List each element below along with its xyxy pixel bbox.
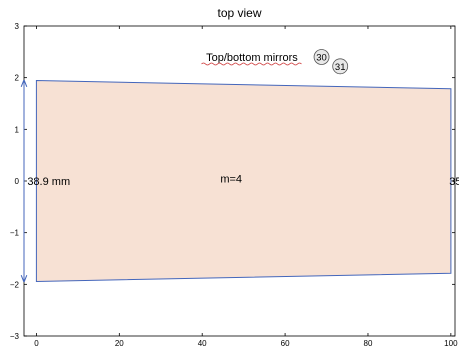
y-tick-label: −3 (10, 332, 20, 341)
y-tick-label: 2 (15, 74, 20, 83)
x-tick-label: 60 (281, 339, 290, 347)
x-tick-label: 40 (198, 339, 207, 347)
y-tick-label: 0 (15, 177, 20, 186)
numbered-badge-label: 31 (335, 62, 346, 73)
spellcheck-underline (201, 62, 302, 66)
numbered-badge (313, 49, 330, 65)
x-tick-label: 100 (444, 339, 458, 347)
y-tick-label: −2 (10, 280, 20, 289)
chart-title: top view (217, 6, 261, 20)
mirror-label: m=4 (220, 173, 242, 185)
dimension-label: 38.9 mm (27, 176, 70, 188)
x-tick-label: 0 (34, 339, 39, 347)
mirror-trapezoid (35, 79, 452, 283)
x-tick-label: 80 (364, 339, 373, 347)
x-tick-label: 20 (115, 339, 124, 347)
y-tick-label: −1 (10, 229, 20, 238)
y-tick-label: 3 (15, 22, 20, 31)
numbered-badge-label: 30 (316, 53, 327, 64)
dimension-label: 35.7 mm (449, 176, 459, 188)
y-tick-label: 1 (15, 125, 20, 134)
annotation-text: Top/bottom mirrors (206, 52, 298, 64)
numbered-badge (332, 58, 349, 75)
